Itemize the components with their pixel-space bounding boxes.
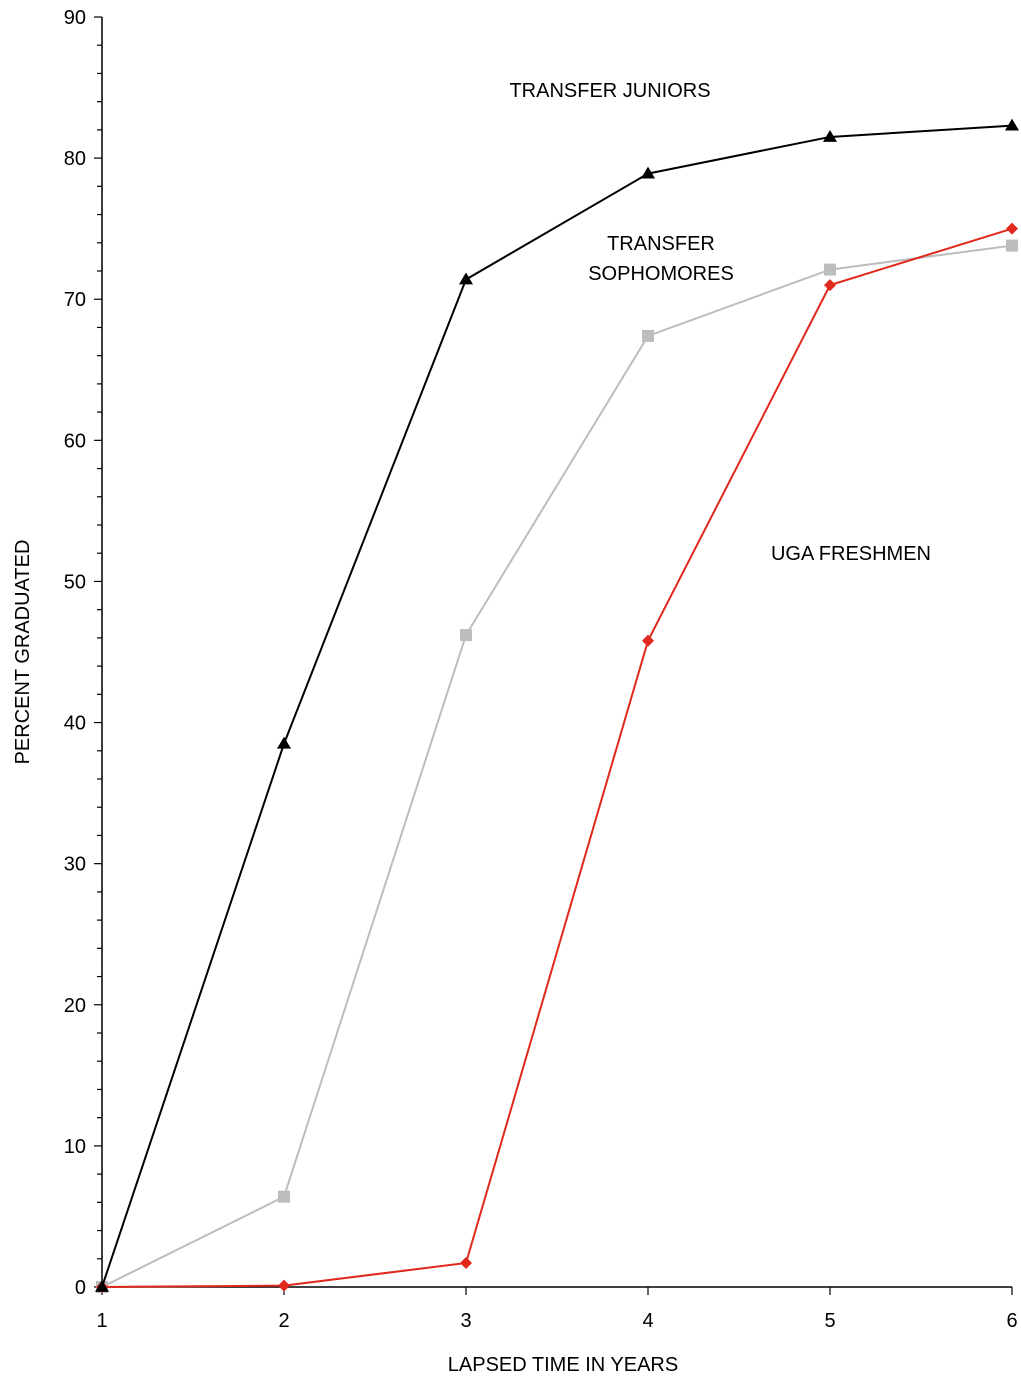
transfer-sophomores-line (101, 244, 1013, 1288)
x-tick-label: 1 (96, 1310, 107, 1332)
data-point-square (278, 1190, 290, 1203)
uga-freshmen-series (96, 222, 1018, 1293)
x-tick-label: 6 (1006, 1310, 1017, 1332)
transfer-juniors-line (101, 124, 1013, 1288)
y-tick-label: 0 (75, 1277, 86, 1299)
data-point-square (1006, 239, 1018, 252)
series-layer (95, 118, 1019, 1293)
x-axis-label: LAPSED TIME IN YEARS (448, 1354, 678, 1376)
series-labels: TRANSFER JUNIORS TRANSFER SOPHOMORES UGA FR… (509, 80, 931, 565)
data-point-triangle (641, 166, 655, 179)
x-tick-label: 5 (824, 1310, 835, 1332)
transfer-sophomores-label: SOPHOMORES (588, 263, 734, 285)
uga-freshmen-line (101, 227, 1013, 1288)
transfer-sophomores-label: TRANSFER (607, 233, 715, 255)
data-point-square (642, 329, 654, 342)
data-point-diamond (824, 279, 836, 292)
x-tick-label: 4 (642, 1310, 653, 1332)
x-tick-label: 2 (278, 1310, 289, 1332)
axes: 0 10 20 30 40 50 60 70 80 90 1 2 3 4 5 6 (64, 7, 1018, 1332)
y-tick-label: 70 (64, 289, 86, 311)
data-point-diamond (642, 634, 654, 647)
y-tick-label: 40 (64, 713, 86, 735)
data-point-square (460, 629, 472, 642)
data-point-triangle (1005, 118, 1019, 131)
y-tick-label: 20 (64, 995, 86, 1017)
x-tick-label: 3 (460, 1310, 471, 1332)
y-tick-label: 90 (64, 7, 86, 29)
data-point-square (824, 263, 836, 276)
y-tick-label: 60 (64, 430, 86, 452)
y-tick-label: 30 (64, 854, 86, 876)
data-point-diamond (278, 1279, 290, 1292)
uga-freshmen-label: UGA FRESHMEN (771, 543, 931, 565)
data-point-diamond (460, 1257, 472, 1270)
data-point-triangle (459, 272, 473, 285)
data-point-diamond (1006, 222, 1018, 235)
y-tick-label: 10 (64, 1136, 86, 1158)
transfer-juniors-series (95, 118, 1019, 1292)
data-point-triangle (95, 1280, 109, 1292)
transfer-sophomores-series (96, 239, 1018, 1293)
transfer-juniors-label: TRANSFER JUNIORS (509, 80, 710, 102)
y-tick-label: 80 (64, 148, 86, 170)
data-point-triangle (277, 736, 291, 749)
data-point-triangle (823, 129, 837, 142)
y-axis-label: PERCENT GRADUATED (12, 540, 34, 765)
y-tick-label: 50 (64, 571, 86, 593)
